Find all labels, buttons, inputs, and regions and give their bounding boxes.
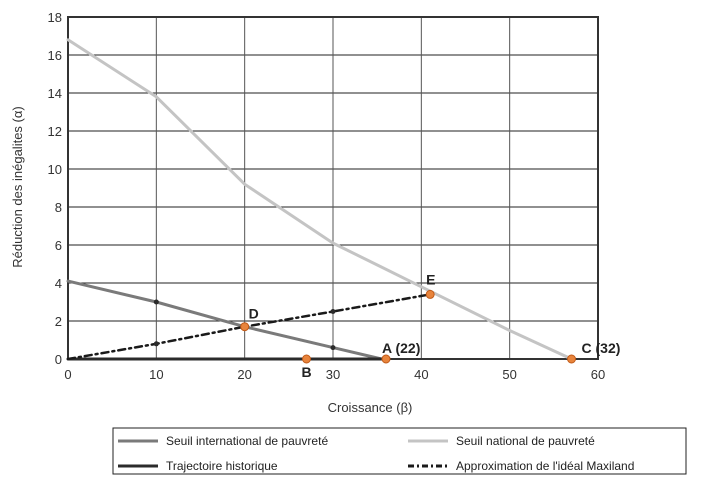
y-tick-label: 10 [48, 162, 62, 177]
y-tick-label: 18 [48, 10, 62, 25]
data-point [425, 289, 435, 299]
data-point [302, 354, 311, 364]
y-tick-label: 16 [48, 48, 62, 63]
plot-area: 0 2 4 6 8 10 12 14 16 18 0 10 20 30 40 50 60 A (22) B C (32… [48, 10, 621, 382]
legend: Seuil international de pauvreté Seuil nat… [112, 427, 687, 475]
legend-label: Trajectoire historique [166, 459, 278, 473]
data-point-label: E [426, 271, 435, 287]
y-tick-label: 4 [55, 276, 62, 291]
legend-items: Seuil international de pauvreté Seuil nat… [118, 434, 634, 473]
series-line [66, 293, 432, 361]
x-tick-label: 10 [149, 367, 163, 382]
data-point-label: C (32) [582, 340, 621, 356]
data-point [240, 322, 250, 332]
x-tick-label: 60 [591, 367, 605, 382]
x-tick-label: 40 [414, 367, 428, 382]
series-marker [330, 309, 336, 314]
series-marker [153, 341, 159, 347]
data-point [567, 354, 576, 364]
series-line [66, 38, 573, 361]
x-tick-label: 30 [326, 367, 340, 382]
data-point [381, 354, 391, 364]
y-tick-label: 0 [55, 352, 62, 367]
y-axis-title: Réduction des inégalites (α) [10, 106, 25, 267]
series-marker [153, 299, 159, 305]
data-point-label: B [301, 364, 311, 380]
y-tick-label: 12 [48, 124, 62, 139]
y-tick-label: 2 [55, 314, 62, 329]
legend-label: Seuil international de pauvreté [166, 434, 328, 448]
legend-label: Seuil national de pauvreté [456, 434, 595, 448]
x-axis-title: Croissance (β) [328, 400, 413, 415]
x-tick-label: 50 [502, 367, 516, 382]
data-point-label: D [249, 306, 259, 322]
legend-box [112, 427, 687, 475]
x-tick-label: 20 [237, 367, 251, 382]
x-tick-label: 0 [64, 367, 71, 382]
y-tick-label: 8 [55, 200, 62, 215]
data-point-label: A (22) [382, 340, 420, 356]
y-tick-label: 14 [48, 86, 62, 101]
y-tick-label: 6 [55, 238, 62, 253]
legend-label: Approximation de l'idéal Maxiland [456, 459, 634, 473]
series-marker [330, 345, 336, 351]
